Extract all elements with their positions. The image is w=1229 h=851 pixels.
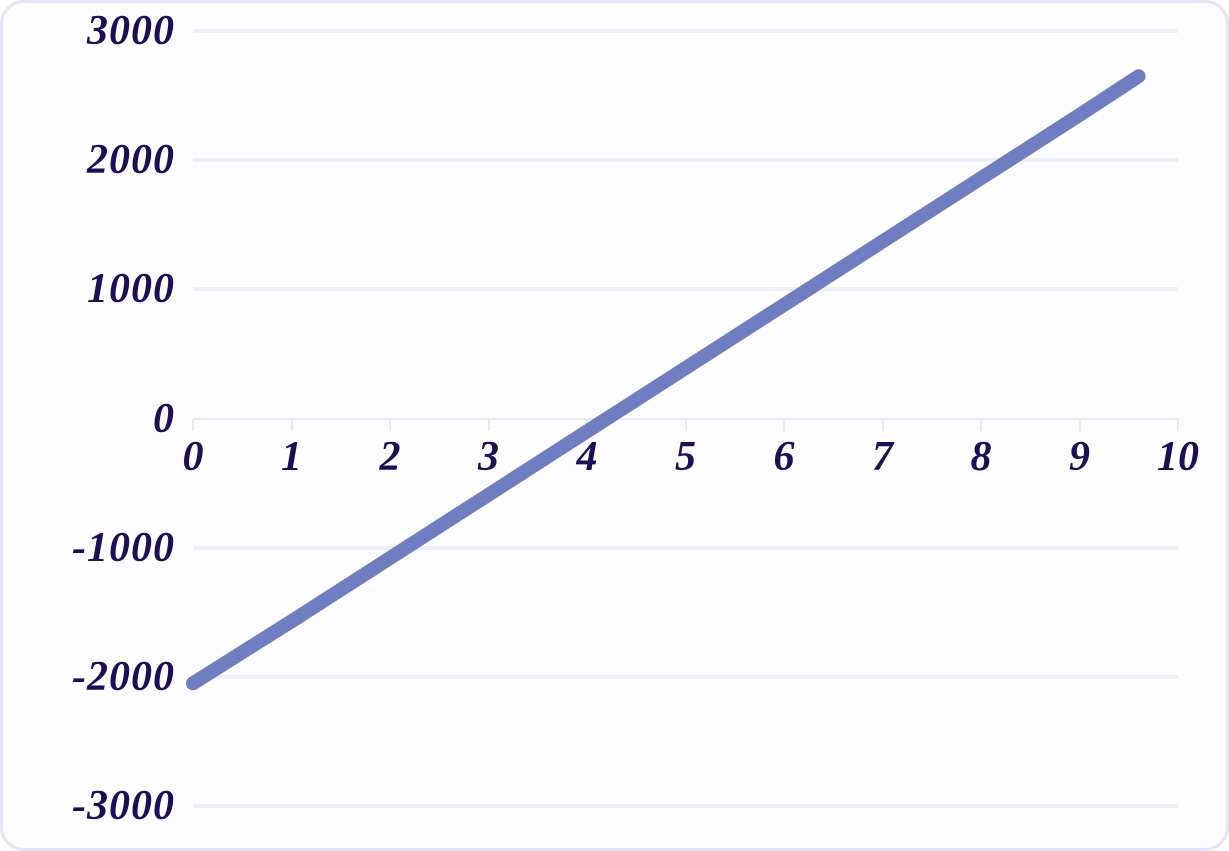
series-line <box>193 76 1139 683</box>
line-layer <box>193 31 1178 806</box>
y-tick-label: -2000 <box>72 653 193 701</box>
y-tick-label: -3000 <box>72 782 193 830</box>
y-tick-label: 1000 <box>87 265 193 313</box>
y-tick-label: 3000 <box>87 7 193 55</box>
y-tick-label: 2000 <box>87 136 193 184</box>
line-chart: -3000-2000-10000100020003000012345678910 <box>0 0 1229 851</box>
y-tick-label: -1000 <box>72 524 193 572</box>
plot-area: -3000-2000-10000100020003000012345678910 <box>193 31 1178 806</box>
